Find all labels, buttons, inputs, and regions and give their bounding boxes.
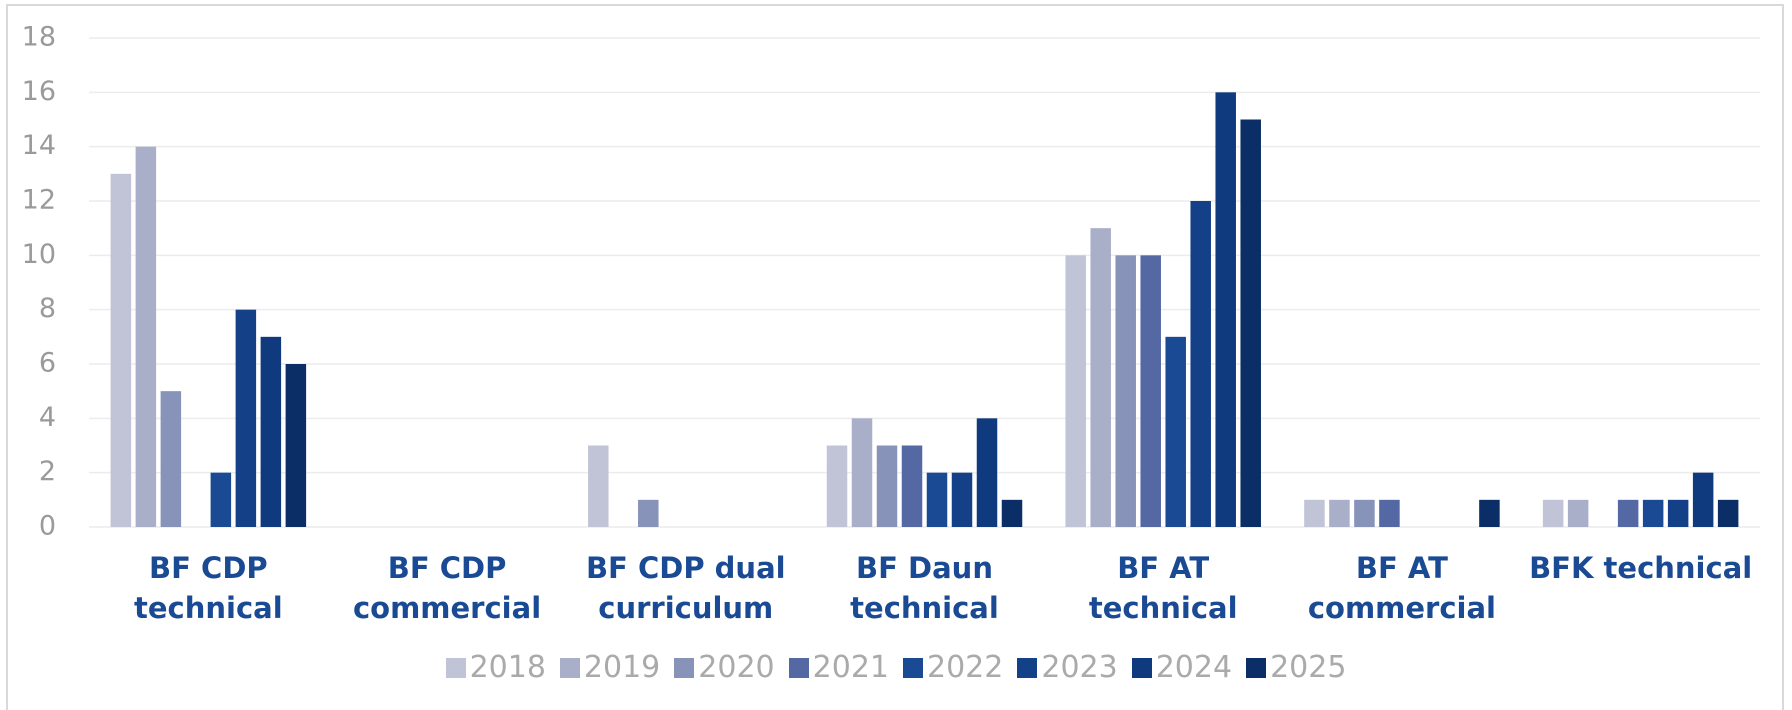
legend-label: 2022 <box>927 650 1004 685</box>
legend-label: 2024 <box>1155 650 1233 685</box>
bar <box>1065 255 1086 528</box>
legend-label: 2025 <box>1270 650 1347 685</box>
bar <box>901 445 923 527</box>
legend-item: 2024 <box>1131 650 1233 685</box>
x-tick-label: BFK technical <box>1529 551 1753 585</box>
legend-swatch <box>1246 657 1267 678</box>
bar <box>1001 499 1023 527</box>
y-tick-label: 16 <box>22 76 56 107</box>
bar <box>160 391 182 527</box>
bar <box>1240 119 1261 527</box>
bar <box>1190 201 1211 527</box>
bar <box>1642 499 1664 527</box>
legend-swatch <box>1017 657 1038 678</box>
bar <box>1692 472 1714 527</box>
y-tick-label: 4 <box>39 402 56 433</box>
bar <box>1667 499 1689 527</box>
legend-label: 2021 <box>812 650 889 685</box>
bar <box>1215 92 1236 527</box>
x-tick-label: BF CDP technical <box>134 551 283 625</box>
bar <box>638 499 659 527</box>
y-tick-label: 14 <box>22 130 56 161</box>
bar <box>1567 499 1589 527</box>
y-tick-label: 10 <box>22 239 56 270</box>
bar <box>1165 336 1186 527</box>
x-tick-label: BF CDP commercial <box>352 551 542 625</box>
chart-frame <box>6 4 1784 710</box>
bar <box>235 309 257 527</box>
bar <box>851 418 873 527</box>
x-tick-label: BF Daun technical <box>850 551 999 625</box>
legend-swatch <box>674 657 695 678</box>
bar <box>135 146 157 527</box>
x-tick-label: BF AT technical <box>1088 551 1238 625</box>
x-tick-label: BF CDP dual curriculum <box>585 551 786 625</box>
legend-label: 2019 <box>583 650 661 685</box>
legend-item: 2023 <box>1017 650 1118 685</box>
bar <box>1354 499 1375 527</box>
bar <box>1140 255 1161 528</box>
bar <box>876 445 898 527</box>
bar <box>976 418 998 527</box>
bar <box>210 472 232 527</box>
legend-swatch <box>445 657 466 678</box>
y-tick-label: 6 <box>39 348 56 379</box>
legend-item: 2022 <box>903 650 1003 685</box>
bar <box>951 472 973 527</box>
y-tick-label: 0 <box>39 511 56 542</box>
bar <box>1115 255 1136 528</box>
y-tick-label: 8 <box>39 293 56 324</box>
legend-swatch <box>788 657 809 678</box>
bar <box>1542 499 1564 527</box>
legend-label: 2020 <box>698 650 775 685</box>
legend-swatch <box>1131 657 1152 678</box>
bar <box>588 445 609 527</box>
y-tick-label: 18 <box>22 22 56 53</box>
bar <box>110 173 132 528</box>
bar <box>926 472 948 527</box>
legend-label: 2023 <box>1041 650 1118 685</box>
bar <box>1379 499 1400 527</box>
x-tick-label: BF AT commercial <box>1307 551 1496 625</box>
legend-item: 2020 <box>674 650 775 685</box>
y-tick-label: 2 <box>39 456 56 487</box>
bar <box>1304 499 1325 527</box>
legend-item: 2021 <box>788 650 889 685</box>
legend: 2018 2019 2020 2021 2022 2023 2024 2025 <box>0 650 1792 685</box>
legend-swatch <box>559 657 580 678</box>
bar <box>285 364 307 527</box>
legend-item: 2018 <box>445 650 546 685</box>
bar <box>1479 499 1500 527</box>
legend-item: 2019 <box>559 650 661 685</box>
bar <box>260 336 282 527</box>
bar <box>1090 228 1111 527</box>
bar <box>1717 499 1739 527</box>
bar <box>1617 499 1639 527</box>
legend-swatch <box>903 657 923 678</box>
legend-label: 2018 <box>469 650 546 685</box>
bar <box>826 445 848 527</box>
legend-item: 2025 <box>1246 650 1346 685</box>
bar <box>1329 499 1350 527</box>
y-tick-label: 12 <box>22 185 56 216</box>
